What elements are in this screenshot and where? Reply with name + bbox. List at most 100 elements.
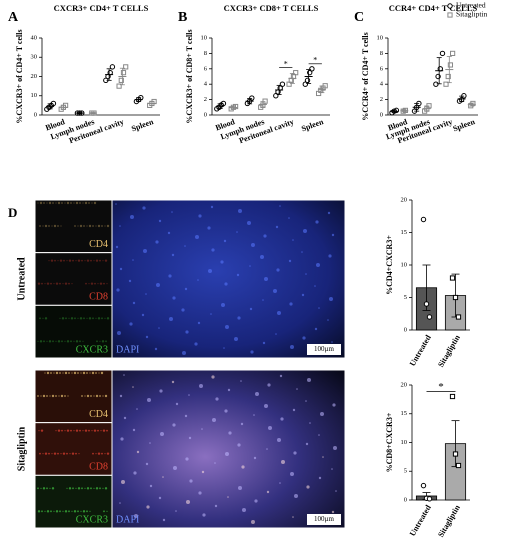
y-axis-label: %CXCR3+ of CD8+ T cells [185, 29, 194, 123]
nucleus [266, 448, 268, 450]
signal-speck [102, 260, 104, 262]
signal-speck [37, 487, 39, 490]
signal-speck [39, 452, 41, 455]
signal-speck [86, 510, 88, 513]
signal-speck [88, 224, 92, 228]
nucleus [145, 335, 149, 339]
panel-label: C [354, 10, 364, 25]
signal-speck [37, 202, 39, 204]
signal-speck [42, 225, 44, 227]
nucleus [292, 408, 296, 412]
nucleus [309, 422, 311, 424]
nucleus [307, 378, 311, 382]
signal-speck [75, 260, 77, 262]
signal-speck [57, 429, 61, 432]
nucleus [315, 220, 319, 224]
signal-speck [104, 225, 106, 227]
signal-speck [75, 429, 79, 432]
nucleus [158, 496, 162, 500]
signal-speck [95, 487, 99, 490]
nucleus [128, 279, 132, 283]
nucleus [264, 404, 268, 408]
signal-speck [79, 317, 83, 320]
signal-speck [59, 317, 61, 319]
signal-speck [100, 371, 104, 375]
signal-speck [53, 372, 55, 374]
nucleus [147, 398, 151, 402]
signal-speck [75, 452, 77, 455]
signal-speck [79, 224, 83, 228]
nucleus [210, 313, 212, 315]
data-point [455, 314, 462, 320]
nucleus [154, 347, 158, 351]
nucleus [238, 209, 242, 213]
data-point [302, 81, 309, 87]
nucleus [201, 428, 203, 430]
nucleus [279, 482, 281, 484]
merge-image [111, 199, 346, 359]
nucleus [132, 259, 134, 261]
nucleus [160, 432, 164, 436]
chart-title: CCR4+ CD4+ T CELLS [389, 3, 478, 13]
nucleus [172, 296, 176, 300]
signal-speck [64, 371, 68, 375]
signal-speck [75, 201, 79, 205]
nucleus [168, 274, 172, 278]
signal-speck [71, 452, 75, 455]
signal-speck [55, 430, 57, 432]
nucleus [280, 417, 284, 421]
nucleus [136, 450, 140, 454]
nucleus [169, 317, 173, 321]
signal-speck [38, 430, 40, 432]
nucleus [189, 479, 193, 483]
nucleus [211, 375, 215, 379]
nucleus [142, 206, 146, 210]
data-point [450, 50, 456, 56]
nucleus [327, 211, 331, 215]
data-point [123, 64, 129, 70]
x-tick-label: Sitagliptin [436, 333, 462, 369]
signal-speck [44, 510, 46, 512]
signal-speck [69, 453, 71, 455]
signal-speck [68, 317, 70, 319]
signal-speck [48, 201, 52, 205]
signal-speck [52, 202, 54, 204]
signal-speck [39, 340, 43, 343]
signal-speck [37, 340, 39, 342]
nucleus [182, 351, 186, 355]
signal-speck [41, 282, 43, 285]
scale-bar-label: 100µm [314, 345, 335, 353]
nucleus [132, 301, 136, 305]
signal-speck [57, 452, 59, 455]
nucleus [225, 452, 229, 456]
data-point [116, 83, 122, 89]
signal-speck [73, 340, 75, 342]
data-point [423, 301, 430, 307]
signal-speck [68, 487, 72, 490]
nucleus [199, 384, 203, 388]
nucleus [220, 260, 224, 264]
y-axis-label: %CXCR3+ of CD4+ T cells [15, 29, 24, 123]
signal-speck [66, 201, 70, 205]
signal-speck [91, 430, 93, 432]
nucleus [251, 243, 255, 247]
nucleus [262, 341, 266, 345]
signal-speck [89, 372, 91, 374]
y-tick-label: 8 [204, 50, 207, 57]
nucleus [318, 476, 322, 480]
data-point [307, 69, 313, 76]
signal-speck [44, 372, 46, 374]
signal-speck [106, 224, 110, 228]
nucleus [208, 269, 212, 273]
signal-speck [61, 429, 63, 432]
nucleus [253, 414, 255, 416]
signal-speck [97, 224, 101, 228]
signal-speck [102, 487, 104, 489]
signal-speck [96, 340, 98, 343]
merge-label: DAPI [116, 514, 139, 525]
signal-speck [70, 429, 72, 432]
y-tick-label: 10 [201, 34, 208, 41]
signal-speck [102, 429, 106, 432]
signal-speck [66, 452, 68, 455]
signal-speck [46, 340, 48, 342]
